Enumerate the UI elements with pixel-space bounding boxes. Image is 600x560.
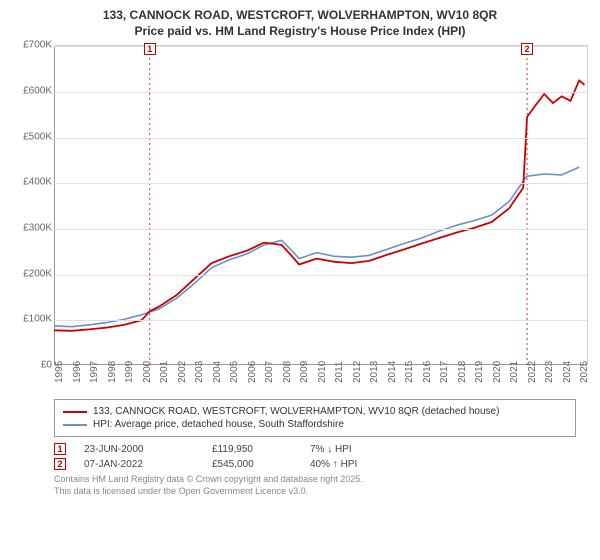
y-tick-label: £100K	[12, 314, 52, 325]
y-tick-label: £200K	[12, 268, 52, 279]
line-series-svg	[54, 46, 588, 366]
sale-row-marker: 2	[54, 458, 66, 470]
legend-item: 133, CANNOCK ROAD, WESTCROFT, WOLVERHAMP…	[63, 406, 567, 417]
y-tick-label: £400K	[12, 177, 52, 188]
sale-price: £119,950	[212, 444, 292, 455]
series-HPI	[54, 167, 579, 327]
gridline	[54, 275, 587, 276]
legend: 133, CANNOCK ROAD, WESTCROFT, WOLVERHAMP…	[54, 399, 576, 437]
y-tick-label: £300K	[12, 223, 52, 234]
y-tick-label: £700K	[12, 40, 52, 51]
y-tick-label: £0	[12, 360, 52, 371]
footer-line-2: This data is licensed under the Open Gov…	[54, 486, 576, 498]
sale-delta: 7% ↓ HPI	[310, 444, 400, 455]
sale-delta: 40% ↑ HPI	[310, 459, 400, 470]
chart-area: £0£100K£200K£300K£400K£500K£600K£700K199…	[12, 45, 588, 395]
sale-price: £545,000	[212, 459, 292, 470]
legend-swatch	[63, 411, 87, 413]
gridline	[54, 138, 587, 139]
footer-attribution: Contains HM Land Registry data © Crown c…	[54, 474, 576, 497]
footer-line-1: Contains HM Land Registry data © Crown c…	[54, 474, 576, 486]
sale-row-marker: 1	[54, 443, 66, 455]
sale-date: 23-JUN-2000	[84, 444, 194, 455]
gridline	[54, 92, 587, 93]
sale-marker: 1	[144, 43, 156, 55]
y-tick-label: £500K	[12, 131, 52, 142]
legend-item: HPI: Average price, detached house, Sout…	[63, 419, 567, 430]
title-line-1: 133, CANNOCK ROAD, WESTCROFT, WOLVERHAMP…	[12, 8, 588, 24]
y-tick-label: £600K	[12, 85, 52, 96]
sales-table: 1 23-JUN-2000 £119,950 7% ↓ HPI 2 07-JAN-2022…	[54, 443, 576, 470]
chart-container: 133, CANNOCK ROAD, WESTCROFT, WOLVERHAMP…	[0, 0, 600, 560]
legend-swatch	[63, 424, 87, 426]
gridline	[54, 229, 587, 230]
legend-label: 133, CANNOCK ROAD, WESTCROFT, WOLVERHAMP…	[93, 406, 499, 417]
x-tick-label: 2025	[579, 353, 600, 383]
legend-label: HPI: Average price, detached house, Sout…	[93, 419, 344, 430]
gridline	[54, 183, 587, 184]
gridline	[54, 46, 587, 47]
sale-row: 1 23-JUN-2000 £119,950 7% ↓ HPI	[54, 443, 576, 455]
sale-marker: 2	[521, 43, 533, 55]
chart-title: 133, CANNOCK ROAD, WESTCROFT, WOLVERHAMP…	[12, 8, 588, 39]
plot-region	[54, 45, 588, 365]
title-line-2: Price paid vs. HM Land Registry's House …	[12, 24, 588, 40]
gridline	[54, 320, 587, 321]
sale-date: 07-JAN-2022	[84, 459, 194, 470]
sale-row: 2 07-JAN-2022 £545,000 40% ↑ HPI	[54, 458, 576, 470]
